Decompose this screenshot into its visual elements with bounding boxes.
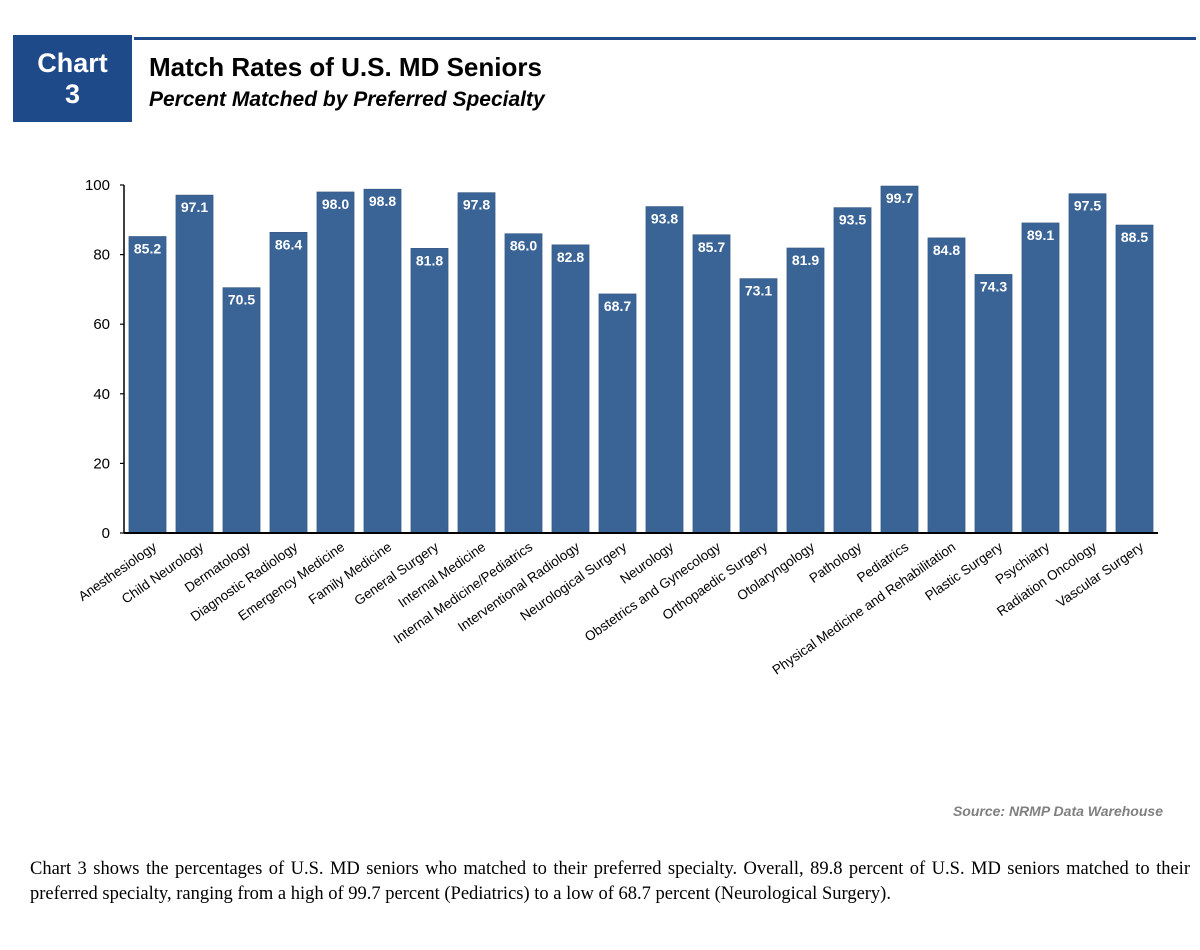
source-note: Source: NRMP Data Warehouse bbox=[952, 803, 1163, 819]
bar-value-label: 82.8 bbox=[557, 249, 584, 265]
bar-value-label: 86.0 bbox=[510, 238, 537, 254]
x-category-label: Pathology bbox=[806, 539, 864, 586]
value-labels: 85.2 97.1 70.5 86.4 98.0 98.8 81.8 97.8 86.0 82.8… bbox=[134, 190, 1148, 314]
bar-value-label: 84.8 bbox=[933, 242, 960, 258]
bar-value-label: 88.5 bbox=[1121, 229, 1148, 245]
bar-value-label: 89.1 bbox=[1027, 227, 1054, 243]
bar-value-label: 98.8 bbox=[369, 193, 396, 209]
bar bbox=[692, 234, 731, 534]
bar-value-label: 86.4 bbox=[275, 236, 302, 252]
bar-chart: 0 20 40 60 80 100 85.2 97.1 70.5 86.4 98.0 98.8 81.… bbox=[76, 177, 1158, 678]
bar bbox=[269, 232, 308, 534]
header-rule bbox=[134, 37, 1196, 40]
y-tick-label: 20 bbox=[93, 455, 110, 472]
bar bbox=[786, 247, 825, 534]
bar bbox=[1021, 222, 1060, 534]
axes bbox=[120, 184, 1158, 534]
chart-number-badge: Chart 3 bbox=[13, 35, 132, 122]
y-tick-label: 0 bbox=[102, 525, 110, 542]
bar-value-label: 98.0 bbox=[322, 196, 349, 212]
bar bbox=[504, 233, 543, 534]
chart-title: Match Rates of U.S. MD Seniors bbox=[149, 52, 542, 82]
y-axis-ticks: 0 20 40 60 80 100 bbox=[85, 177, 110, 542]
bar bbox=[222, 287, 261, 534]
bar-value-label: 85.7 bbox=[698, 239, 725, 255]
bar bbox=[316, 191, 355, 534]
bar-value-label: 70.5 bbox=[228, 292, 255, 308]
bar bbox=[739, 278, 778, 534]
bar bbox=[598, 293, 637, 534]
bar-value-label: 97.8 bbox=[463, 197, 490, 213]
bar-value-label: 93.8 bbox=[651, 211, 678, 227]
x-category-label: Anesthesiology bbox=[76, 539, 160, 604]
badge-number: 3 bbox=[64, 78, 81, 109]
bar-value-label: 81.9 bbox=[792, 252, 819, 268]
bar bbox=[410, 248, 449, 534]
bar bbox=[833, 207, 872, 534]
bar bbox=[974, 274, 1013, 534]
y-tick-label: 80 bbox=[93, 247, 110, 264]
bar-value-label: 74.3 bbox=[980, 278, 1007, 294]
y-tick-label: 60 bbox=[93, 316, 110, 333]
chart-subtitle: Percent Matched by Preferred Specialty bbox=[149, 88, 545, 111]
bar bbox=[1115, 224, 1154, 534]
description-paragraph: Chart 3 shows the percentages of U.S. MD… bbox=[30, 859, 1190, 904]
bar bbox=[175, 194, 214, 534]
y-tick-label: 40 bbox=[93, 386, 110, 403]
bar bbox=[363, 188, 402, 534]
bars bbox=[128, 185, 1154, 534]
bar-value-label: 99.7 bbox=[886, 190, 913, 206]
bar bbox=[1068, 193, 1107, 534]
x-category-label: Vascular Surgery bbox=[1054, 539, 1147, 610]
bar bbox=[457, 192, 496, 534]
bar-value-label: 97.5 bbox=[1074, 198, 1101, 214]
bar-value-label: 85.2 bbox=[134, 241, 161, 257]
bar-value-label: 68.7 bbox=[604, 298, 631, 314]
bar bbox=[551, 244, 590, 534]
bar bbox=[128, 236, 167, 534]
bar bbox=[645, 206, 684, 534]
y-tick-label: 100 bbox=[85, 177, 110, 194]
bar-value-label: 97.1 bbox=[181, 199, 208, 215]
bar-value-label: 93.5 bbox=[839, 212, 866, 228]
bar bbox=[880, 185, 919, 534]
x-category-label: Child Neurology bbox=[119, 539, 206, 607]
badge-label: Chart bbox=[37, 47, 108, 78]
x-category-label: Family Medicine bbox=[306, 539, 394, 607]
bar-value-label: 73.1 bbox=[745, 283, 772, 299]
bar-value-label: 81.8 bbox=[416, 252, 443, 268]
bar bbox=[927, 237, 966, 534]
